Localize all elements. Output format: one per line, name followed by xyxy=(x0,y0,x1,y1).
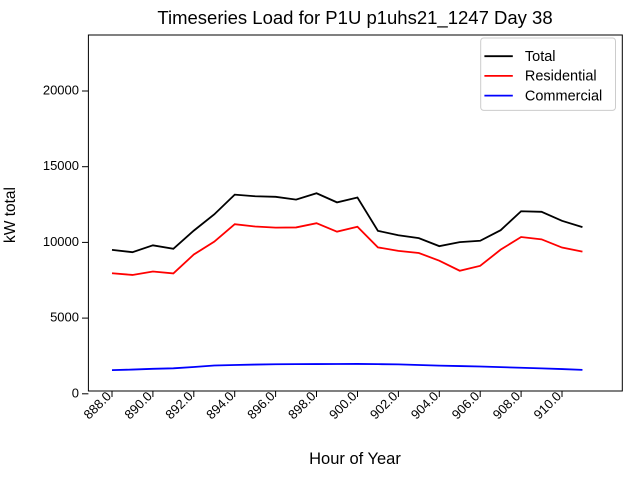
svg-text:906.0: 906.0 xyxy=(449,389,483,423)
svg-text:Timeseries Load for P1U p1uhs2: Timeseries Load for P1U p1uhs21_1247 Day… xyxy=(157,7,552,29)
svg-text:Residential: Residential xyxy=(525,69,597,85)
svg-text:898.0: 898.0 xyxy=(285,389,319,423)
svg-text:896.0: 896.0 xyxy=(244,389,278,423)
svg-text:10000: 10000 xyxy=(43,234,79,249)
svg-text:890.0: 890.0 xyxy=(121,389,155,423)
svg-text:5000: 5000 xyxy=(50,310,79,325)
svg-text:910.0: 910.0 xyxy=(531,389,565,423)
svg-text:Commercial: Commercial xyxy=(525,88,602,104)
svg-text:908.0: 908.0 xyxy=(490,389,524,423)
svg-text:902.0: 902.0 xyxy=(367,389,401,423)
svg-text:15000: 15000 xyxy=(43,158,79,173)
svg-text:900.0: 900.0 xyxy=(326,389,360,423)
svg-text:892.0: 892.0 xyxy=(162,389,196,423)
svg-text:904.0: 904.0 xyxy=(408,389,442,423)
svg-text:Total: Total xyxy=(525,49,556,65)
svg-text:894.0: 894.0 xyxy=(203,389,237,423)
svg-text:Hour of Year: Hour of Year xyxy=(309,450,401,468)
svg-text:0: 0 xyxy=(72,385,79,400)
svg-text:kW total: kW total xyxy=(2,187,19,243)
svg-text:20000: 20000 xyxy=(43,83,79,98)
